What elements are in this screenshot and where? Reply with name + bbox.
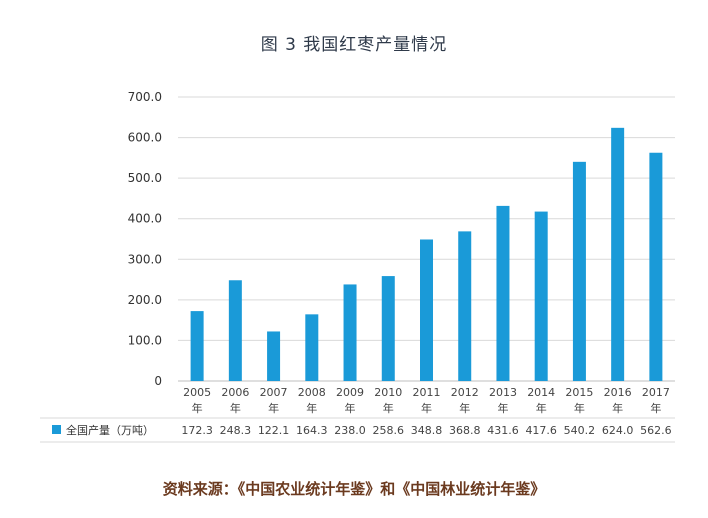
- y-tick-label: 0: [154, 374, 162, 388]
- data-table-value: 431.6: [487, 424, 519, 437]
- data-table-value: 122.1: [258, 424, 290, 437]
- x-category-unit: 年: [536, 401, 547, 415]
- x-category-year: 2014: [527, 386, 555, 399]
- x-category-unit: 年: [345, 401, 356, 415]
- x-category-year: 2006: [221, 386, 249, 399]
- x-category-unit: 年: [421, 401, 432, 415]
- bar-2006: [228, 280, 242, 381]
- x-category-year: 2007: [260, 386, 288, 399]
- x-category-unit: 年: [497, 401, 508, 415]
- legend-swatch: [52, 425, 61, 434]
- data-table-value: 238.0: [334, 424, 366, 437]
- source-note: 资料来源：《中国农业统计年鉴》和《中国林业统计年鉴》: [162, 480, 546, 498]
- bar-2013: [496, 205, 510, 381]
- bar-2017: [649, 152, 663, 381]
- x-category-year: 2012: [451, 386, 479, 399]
- x-category-unit: 年: [192, 401, 203, 415]
- x-category-unit: 年: [574, 401, 585, 415]
- y-tick-label: 400.0: [128, 212, 162, 226]
- x-category-year: 2008: [298, 386, 326, 399]
- data-table-value: 248.3: [220, 424, 252, 437]
- bar-2016: [611, 127, 625, 381]
- x-category-year: 2005: [183, 386, 211, 399]
- x-category-year: 2011: [413, 386, 441, 399]
- x-category-unit: 年: [459, 401, 470, 415]
- x-category-year: 2015: [565, 386, 593, 399]
- y-tick-label: 100.0: [128, 333, 162, 347]
- x-category-year: 2016: [604, 386, 632, 399]
- data-table-value: 348.8: [411, 424, 443, 437]
- y-tick-label: 700.0: [128, 90, 162, 104]
- y-tick-label: 600.0: [128, 131, 162, 145]
- chart-title: 图 3 我国红枣产量情况: [260, 35, 448, 55]
- x-category-unit: 年: [383, 401, 394, 415]
- bar-2011: [420, 239, 433, 381]
- bar-2005: [190, 311, 204, 381]
- x-category-year: 2010: [374, 386, 402, 399]
- data-table-value: 258.6: [373, 424, 405, 437]
- bars: [190, 127, 663, 381]
- x-category-year: 2009: [336, 386, 364, 399]
- y-tick-label: 500.0: [128, 171, 162, 185]
- bar-2014: [534, 211, 548, 381]
- legend-label: 全国产量（万吨）: [66, 423, 154, 437]
- x-category-unit: 年: [650, 401, 661, 415]
- legend-table: 172.3 248.3 122.1 164.3 238.0 258.6 348.8 368.8…: [40, 417, 675, 443]
- bar-2015: [572, 161, 586, 381]
- bar-2009: [343, 284, 357, 381]
- data-table-value: 624.0: [602, 424, 634, 437]
- data-table-value: 540.2: [564, 424, 596, 437]
- bar-2012: [458, 231, 472, 381]
- data-table-value: 164.3: [296, 424, 328, 437]
- x-category-unit: 年: [268, 401, 279, 415]
- x-category-year: 2017: [642, 386, 670, 399]
- data-table-value: 172.3: [181, 424, 213, 437]
- data-table-value: 417.6: [525, 424, 557, 437]
- x-category-year: 2013: [489, 386, 517, 399]
- data-table-value: 368.8: [449, 424, 481, 437]
- bar-2010: [381, 276, 395, 381]
- y-tick-label: 300.0: [128, 252, 162, 266]
- x-axis-categories: 2005 年 2006 年 2007 年 2008 年 2009 年 2010 年 2011 年 2012 年…: [183, 386, 670, 415]
- data-table-value: 562.6: [640, 424, 672, 437]
- x-category-unit: 年: [612, 401, 623, 415]
- y-tick-label: 200.0: [128, 293, 162, 307]
- bar-2008: [305, 314, 319, 381]
- y-axis-ticks: 0 100.0 200.0 300.0 400.0 500.0 600.0 700.0: [128, 90, 162, 388]
- x-category-unit: 年: [306, 401, 317, 415]
- bar-2007: [267, 331, 281, 381]
- x-category-unit: 年: [230, 401, 241, 415]
